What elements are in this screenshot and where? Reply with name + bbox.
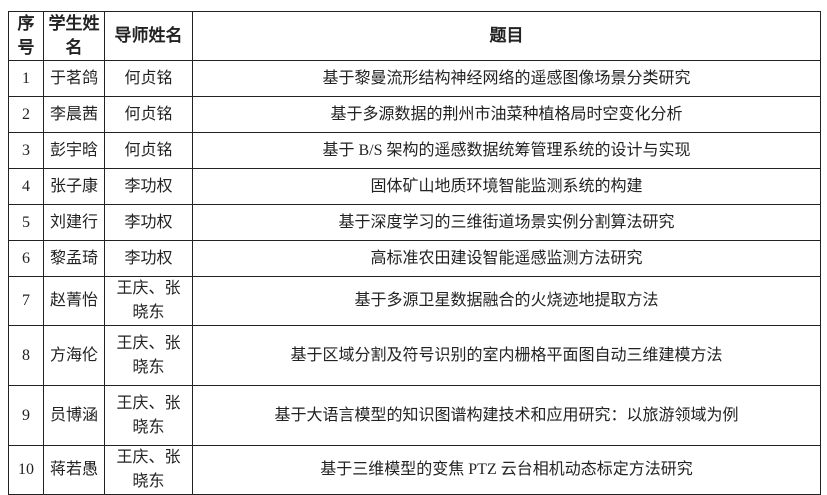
cell-advisor: 何贞铭 (104, 60, 193, 97)
cell-student: 赵菁怡 (43, 276, 105, 326)
cell-title: 基于 B/S 架构的遥感数据统筹管理系统的设计与实现 (192, 132, 821, 169)
cell-advisor: 李功权 (104, 168, 193, 205)
header-advisor: 导师姓名 (104, 11, 193, 61)
cell-student: 员博涵 (43, 385, 105, 446)
cell-title: 基于区域分割及符号识别的室内栅格平面图自动三维建模方法 (192, 325, 821, 386)
header-student: 学生姓名 (43, 11, 105, 61)
cell-title: 基于黎曼流形结构神经网络的遥感图像场景分类研究 (192, 60, 821, 97)
cell-no: 6 (8, 240, 44, 277)
thesis-table: 序号 学生姓名 导师姓名 题目 1 于茗鸽 何贞铭 基于黎曼流形结构神经网络的遥感图像… (8, 11, 821, 495)
table-row: 9 员博涵 王庆、张晓东 基于大语言模型的知识图谱构建技术和应用研究：以旅游领域为例 (8, 385, 821, 446)
table-row: 6 黎孟琦 李功权 高标准农田建设智能遥感监测方法研究 (8, 240, 821, 277)
cell-student: 李晨茜 (43, 96, 105, 133)
table-row: 2 李晨茜 何贞铭 基于多源数据的荆州市油菜种植格局时空变化分析 (8, 96, 821, 133)
cell-title: 高标准农田建设智能遥感监测方法研究 (192, 240, 821, 277)
cell-no: 4 (8, 168, 44, 205)
cell-no: 10 (8, 445, 44, 495)
cell-no: 8 (8, 325, 44, 386)
cell-student: 刘建行 (43, 204, 105, 241)
header-no: 序号 (8, 11, 44, 61)
cell-no: 7 (8, 276, 44, 326)
cell-advisor: 王庆、张晓东 (104, 276, 193, 326)
cell-student: 蒋若愚 (43, 445, 105, 495)
cell-title: 基于三维模型的变焦 PTZ 云台相机动态标定方法研究 (192, 445, 821, 495)
table-row: 7 赵菁怡 王庆、张晓东 基于多源卫星数据融合的火烧迹地提取方法 (8, 276, 821, 326)
table-row: 4 张子康 李功权 固体矿山地质环境智能监测系统的构建 (8, 168, 821, 205)
cell-title: 固体矿山地质环境智能监测系统的构建 (192, 168, 821, 205)
cell-student: 于茗鸽 (43, 60, 105, 97)
table-row: 10 蒋若愚 王庆、张晓东 基于三维模型的变焦 PTZ 云台相机动态标定方法研究 (8, 445, 821, 495)
cell-advisor: 王庆、张晓东 (104, 445, 193, 495)
cell-advisor: 何贞铭 (104, 96, 193, 133)
cell-advisor: 王庆、张晓东 (104, 385, 193, 446)
cell-no: 1 (8, 60, 44, 97)
cell-title: 基于多源卫星数据融合的火烧迹地提取方法 (192, 276, 821, 326)
cell-student: 方海伦 (43, 325, 105, 386)
cell-no: 3 (8, 132, 44, 169)
cell-student: 彭宇晗 (43, 132, 105, 169)
cell-no: 9 (8, 385, 44, 446)
table-row: 8 方海伦 王庆、张晓东 基于区域分割及符号识别的室内栅格平面图自动三维建模方法 (8, 325, 821, 386)
cell-advisor: 何贞铭 (104, 132, 193, 169)
cell-advisor: 李功权 (104, 204, 193, 241)
header-row: 序号 学生姓名 导师姓名 题目 (8, 11, 821, 61)
header-title: 题目 (192, 11, 821, 61)
cell-title: 基于深度学习的三维街道场景实例分割算法研究 (192, 204, 821, 241)
cell-no: 5 (8, 204, 44, 241)
cell-student: 黎孟琦 (43, 240, 105, 277)
table-row: 1 于茗鸽 何贞铭 基于黎曼流形结构神经网络的遥感图像场景分类研究 (8, 60, 821, 97)
cell-no: 2 (8, 96, 44, 133)
cell-title: 基于多源数据的荆州市油菜种植格局时空变化分析 (192, 96, 821, 133)
table-row: 5 刘建行 李功权 基于深度学习的三维街道场景实例分割算法研究 (8, 204, 821, 241)
cell-advisor: 王庆、张晓东 (104, 325, 193, 386)
cell-advisor: 李功权 (104, 240, 193, 277)
cell-student: 张子康 (43, 168, 105, 205)
table-row: 3 彭宇晗 何贞铭 基于 B/S 架构的遥感数据统筹管理系统的设计与实现 (8, 132, 821, 169)
cell-title: 基于大语言模型的知识图谱构建技术和应用研究：以旅游领域为例 (192, 385, 821, 446)
